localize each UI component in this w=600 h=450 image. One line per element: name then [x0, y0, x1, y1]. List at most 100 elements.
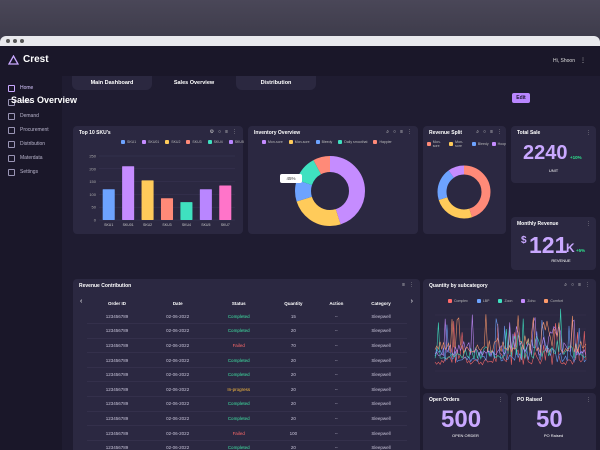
app-logo[interactable]: Crest [8, 54, 49, 65]
sidebar-item-settings[interactable]: Settings [0, 165, 62, 179]
legend-item[interactable]: Hoop [491, 140, 506, 148]
zoom-icon[interactable]: ⌕ [386, 129, 390, 135]
series-line[interactable] [434, 318, 587, 363]
prev-page-icon[interactable]: ‹ [80, 298, 83, 305]
zoom-icon[interactable]: ⌕ [564, 282, 568, 288]
refresh-icon[interactable]: ○ [218, 129, 222, 135]
user-greeting[interactable]: Hi, Shoon [553, 58, 575, 64]
column-header[interactable]: Quantity [284, 300, 303, 306]
action-cell[interactable]: -- [317, 396, 355, 412]
sidebar-item-materdata[interactable]: Materdata [0, 151, 62, 165]
table-row[interactable]: 123456789 02-06-2022 Completed 20 -- Sleepwel… [87, 352, 407, 368]
settings-icon[interactable]: ⚙ [209, 129, 215, 135]
legend-item[interactable]: Happier [373, 140, 392, 144]
donut-slice[interactable] [437, 165, 491, 219]
bar[interactable] [180, 202, 193, 220]
action-cell[interactable]: -- [317, 352, 355, 368]
column-header[interactable]: Action [329, 300, 344, 306]
edit-button[interactable]: Edit [512, 93, 530, 103]
tab-distribution[interactable]: Distribution [236, 76, 316, 90]
legend-item[interactable]: SKU4 [207, 140, 223, 144]
donut-slice[interactable] [295, 156, 365, 226]
more-icon[interactable]: ⋮ [586, 397, 591, 403]
tab-main-dashboard[interactable]: Main Dashboard [72, 76, 152, 90]
legend-item[interactable]: SKU01 [142, 140, 159, 144]
more-icon[interactable]: ⋮ [498, 397, 503, 403]
legend-item[interactable]: SKU2 [165, 140, 180, 144]
legend-item[interactable]: Bleedy [315, 140, 332, 144]
bar[interactable] [219, 185, 232, 220]
more-icon[interactable]: ⋮ [407, 129, 412, 135]
filter-icon[interactable]: ≡ [402, 282, 405, 288]
more-icon[interactable]: ⋮ [409, 282, 414, 288]
filter-icon[interactable]: ≡ [490, 129, 493, 135]
sidebar-item-demand[interactable]: Demand [0, 109, 62, 123]
next-page-icon[interactable]: › [410, 298, 413, 305]
donut-slice[interactable] [437, 165, 491, 219]
bar[interactable] [141, 180, 154, 220]
more-icon[interactable]: ⋮ [232, 129, 237, 135]
legend-item[interactable]: Comfort [544, 299, 563, 303]
column-header[interactable]: Date [172, 300, 183, 306]
action-cell[interactable]: -- [317, 309, 355, 325]
action-cell[interactable]: -- [317, 440, 355, 450]
more-icon[interactable]: ⋮ [585, 282, 590, 288]
table-row[interactable]: 123456789 02-06-2022 Completed 20 -- Sleepwel… [87, 367, 407, 383]
legend-item[interactable]: SKU3 [186, 140, 202, 144]
table-row[interactable]: 123456789 02-06-2022 Completed 20 -- Sleepwel… [87, 396, 407, 412]
column-header[interactable]: Category [371, 300, 391, 306]
tab-sales-overview[interactable]: Sales Overview [154, 76, 234, 90]
action-cell[interactable]: -- [317, 367, 355, 383]
legend-item[interactable]: Mon-sore [288, 140, 310, 144]
legend-item[interactable]: Daily smoothat [338, 140, 367, 144]
filter-icon[interactable]: ≡ [400, 129, 403, 135]
refresh-icon[interactable]: ○ [483, 129, 487, 135]
series-line[interactable] [434, 314, 587, 357]
sidebar-item-home[interactable]: Home [0, 81, 62, 95]
legend-item[interactable]: SKU5 [228, 140, 244, 144]
sidebar-item-distribution[interactable]: Distribution [0, 137, 62, 151]
action-cell[interactable]: -- [317, 425, 355, 441]
refresh-icon[interactable]: ○ [393, 129, 397, 135]
table-row[interactable]: 123456789 02-06-2022 Completed 20 -- Sleepwel… [87, 440, 407, 450]
more-icon[interactable]: ⋮ [586, 130, 591, 136]
legend-item[interactable]: Bleedy [471, 140, 489, 148]
zoom-icon[interactable]: ⌕ [476, 129, 480, 135]
legend-item[interactable]: Complex [448, 299, 468, 303]
column-header[interactable]: Status [231, 300, 246, 306]
action-cell[interactable]: -- [317, 411, 355, 427]
bar[interactable] [199, 189, 212, 220]
bar[interactable] [160, 198, 174, 220]
legend-item[interactable]: Zoon [498, 299, 512, 303]
more-icon[interactable]: ⋮ [580, 58, 586, 64]
refresh-icon[interactable]: ○ [571, 282, 575, 288]
bar[interactable] [122, 166, 135, 220]
table-row[interactable]: 123456789 02-06-2022 In-progress 20 -- Sleepw… [87, 381, 407, 398]
sidebar-item-halls[interactable]: Halls [0, 95, 62, 109]
legend-item[interactable]: Zoho [521, 299, 535, 303]
filter-icon[interactable]: ≡ [578, 282, 581, 288]
table-row[interactable]: 123456789 02-06-2022 Completed 15 -- Sleepwel… [87, 309, 407, 325]
legend-item[interactable]: Mon-sore [262, 140, 283, 144]
table-row[interactable]: 123456789 02-06-2022 Failed 100 -- Sleepwell [87, 425, 407, 441]
action-cell[interactable]: -- [317, 323, 355, 339]
table-row[interactable]: 123456789 02-06-2022 Completed 20 -- Sleepwel… [87, 411, 407, 427]
table-row[interactable]: 123456789 02-06-2022 Completed 20 -- Sleepwel… [87, 323, 407, 339]
sidebar-item-procurement[interactable]: Procurement [0, 123, 62, 137]
legend-item[interactable]: SKU1 [121, 140, 136, 144]
action-cell[interactable]: -- [317, 338, 355, 354]
more-icon[interactable]: ⋮ [586, 221, 591, 227]
series-line[interactable] [434, 314, 587, 354]
legend-item[interactable]: Mon-sore [427, 140, 446, 148]
bar[interactable] [102, 189, 115, 220]
legend-item[interactable]: LBP [476, 299, 489, 303]
donut-slice[interactable] [437, 165, 491, 219]
table-row[interactable]: 123456789 02-06-2022 Failed 70 -- Sleepwell [87, 338, 407, 354]
filter-icon[interactable]: ≡ [225, 129, 228, 135]
column-header[interactable]: Order ID [108, 300, 127, 306]
donut-slice[interactable] [295, 156, 365, 226]
action-cell[interactable]: -- [317, 381, 355, 398]
donut-slice[interactable] [295, 156, 365, 226]
legend-item[interactable]: Mon-sore [449, 140, 468, 148]
more-icon[interactable]: ⋮ [497, 129, 502, 135]
